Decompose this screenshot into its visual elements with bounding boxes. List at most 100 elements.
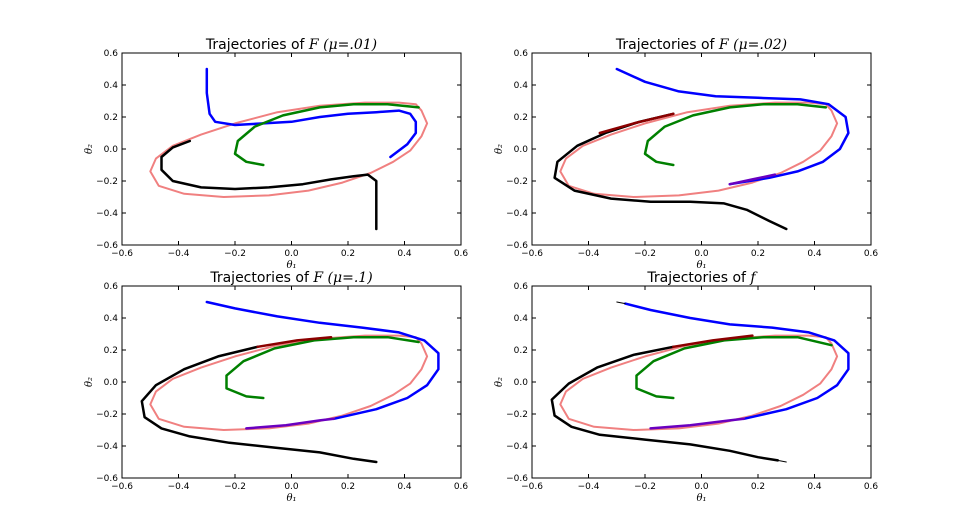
x-axis-label: θ₁ <box>286 493 296 504</box>
y-tick-label: 0.2 <box>514 346 528 356</box>
series-line-1 <box>559 334 839 431</box>
y-tick-label: −0.6 <box>96 474 118 484</box>
y-axis-label: θ₂ <box>84 377 95 387</box>
x-tick-label: −0.2 <box>634 482 656 492</box>
series-line-1 <box>149 101 429 198</box>
chart-title: Trajectories of F (μ=.02) <box>615 37 787 53</box>
y-axis-label: θ₂ <box>494 144 505 154</box>
x-tick-label: 0.2 <box>751 482 765 492</box>
x-tick-label: 0.6 <box>454 482 469 492</box>
x-tick-label: 0.0 <box>694 249 709 259</box>
chart-title: Trajectories of f <box>646 270 758 286</box>
series-group <box>140 300 440 464</box>
chart-panel-4: −0.6 −0.4 −0.2 0.0 0.2 0.4 0.6 −0.6 −0.4 −0.2 0.0 0… <box>494 270 878 504</box>
series-line-7 <box>616 301 626 305</box>
y-tick-label: −0.4 <box>96 209 118 219</box>
y-tick-label: 0.0 <box>514 378 529 388</box>
plot-frame <box>531 285 872 479</box>
x-axis-label: θ₁ <box>696 493 706 504</box>
y-tick-label: −0.4 <box>96 442 118 452</box>
y-tick-label: −0.2 <box>506 410 528 420</box>
series-group <box>553 67 850 231</box>
x-tick-label: 0.0 <box>284 249 299 259</box>
series-line-6 <box>256 335 333 349</box>
chart-panel-1: −0.6 −0.4 −0.2 0.0 0.2 0.4 0.6 −0.6 −0.4 −0.2 0.0 0… <box>84 37 468 271</box>
chart-title: Trajectories of F (μ=.01) <box>205 37 377 53</box>
x-tick-label: 0.4 <box>397 482 412 492</box>
y-tick-label: 0.6 <box>514 282 529 292</box>
x-tick-label: −0.4 <box>168 482 190 492</box>
y-tick-label: −0.2 <box>96 177 118 187</box>
chart-panel-3: −0.6 −0.4 −0.2 0.0 0.2 0.4 0.6 −0.6 −0.4 −0.2 0.0 0… <box>84 270 468 504</box>
y-tick-label: −0.6 <box>506 474 528 484</box>
series-line-6 <box>672 334 754 349</box>
y-tick-label: 0.4 <box>104 314 119 324</box>
y-tick-label: −0.6 <box>506 241 528 251</box>
y-tick-label: 0.0 <box>514 145 529 155</box>
x-tick-label: −0.4 <box>578 482 600 492</box>
plot-frame <box>121 52 462 246</box>
series-line-1 <box>559 101 839 198</box>
x-tick-label: −0.6 <box>111 249 133 259</box>
x-tick-label: −0.2 <box>224 249 246 259</box>
x-tick-label: 0.6 <box>864 249 879 259</box>
series-line-4 <box>643 102 828 167</box>
x-tick-label: 0.2 <box>341 482 355 492</box>
y-tick-label: 0.0 <box>104 145 119 155</box>
series-line-5 <box>550 345 780 462</box>
series-line-2 <box>615 67 850 186</box>
series-group <box>149 67 429 231</box>
x-tick-label: −0.6 <box>521 249 543 259</box>
y-tick-label: 0.2 <box>104 346 118 356</box>
x-tick-label: 0.6 <box>454 249 469 259</box>
series-line-4 <box>225 335 420 400</box>
x-tick-label: −0.4 <box>168 249 190 259</box>
y-tick-label: −0.2 <box>96 410 118 420</box>
y-tick-label: 0.4 <box>514 314 529 324</box>
chart-panel-2: −0.6 −0.4 −0.2 0.0 0.2 0.4 0.6 −0.6 −0.4 −0.2 0.0 0… <box>494 37 878 271</box>
x-tick-label: 0.4 <box>807 482 822 492</box>
x-tick-label: 0.6 <box>864 482 879 492</box>
series-line-3 <box>649 417 746 430</box>
x-tick-label: 0.4 <box>397 249 412 259</box>
series-group <box>550 301 850 463</box>
x-tick-label: −0.2 <box>224 482 246 492</box>
series-line-6 <box>598 112 675 135</box>
y-axis-label: θ₂ <box>84 144 95 154</box>
y-tick-label: 0.6 <box>514 49 529 59</box>
y-tick-label: −0.2 <box>506 177 528 187</box>
y-tick-label: −0.4 <box>506 209 528 219</box>
y-tick-label: 0.6 <box>104 49 119 59</box>
series-line-5 <box>140 345 378 464</box>
y-tick-label: 0.6 <box>104 282 119 292</box>
plot-frame <box>531 52 872 246</box>
x-axis-label: θ₁ <box>696 260 706 271</box>
x-tick-label: −0.6 <box>111 482 133 492</box>
series-line-2 <box>205 300 440 421</box>
y-tick-label: 0.4 <box>514 81 529 91</box>
y-tick-label: 0.2 <box>514 113 528 123</box>
series-line-3 <box>728 173 777 186</box>
series-line-4 <box>160 139 378 231</box>
x-tick-label: 0.0 <box>694 482 709 492</box>
series-line-3 <box>233 102 420 167</box>
chart-title: Trajectories of F (μ=.1) <box>209 270 372 286</box>
x-tick-label: 0.0 <box>284 482 299 492</box>
y-tick-label: −0.6 <box>96 241 118 251</box>
y-tick-label: −0.4 <box>506 442 528 452</box>
series-line-5 <box>553 112 788 231</box>
y-tick-label: 0.2 <box>104 113 118 123</box>
x-tick-label: 0.2 <box>341 249 355 259</box>
x-tick-label: 0.4 <box>807 249 822 259</box>
series-line-2 <box>623 302 850 421</box>
y-tick-label: 0.0 <box>104 378 119 388</box>
x-axis-label: θ₁ <box>286 260 296 271</box>
x-tick-label: −0.2 <box>634 249 656 259</box>
y-axis-label: θ₂ <box>494 377 505 387</box>
x-tick-label: 0.2 <box>751 249 765 259</box>
x-tick-label: −0.4 <box>578 249 600 259</box>
series-line-3 <box>245 417 336 430</box>
x-tick-label: −0.6 <box>521 482 543 492</box>
y-tick-label: 0.4 <box>104 81 119 91</box>
